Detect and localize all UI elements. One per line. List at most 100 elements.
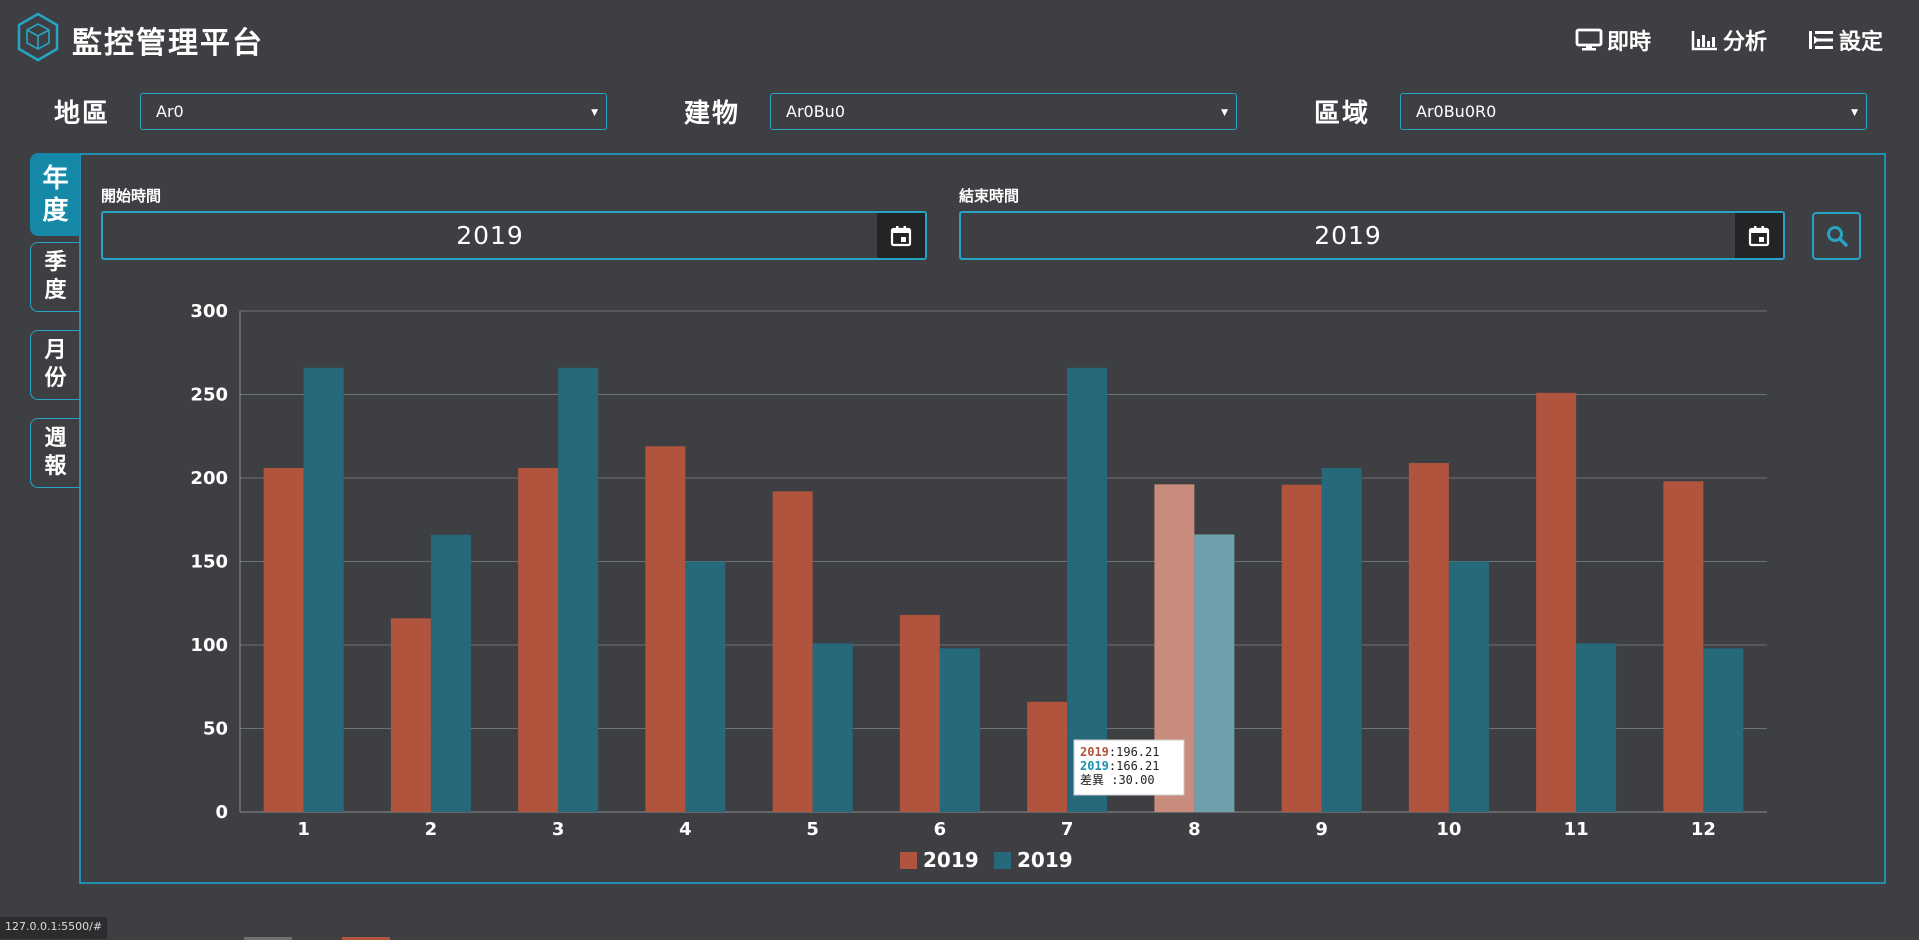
bar-series1-7 xyxy=(1027,701,1068,812)
x-tick-label: 8 xyxy=(1188,819,1201,840)
bar-series1-2 xyxy=(390,618,431,812)
tooltip-value: :196.21 xyxy=(1109,745,1160,759)
tooltip-series-label: 2019 xyxy=(1080,745,1109,759)
x-tick-label: 5 xyxy=(806,819,819,840)
caret-down-icon: ▼ xyxy=(591,108,598,118)
nav-analysis[interactable]: 分析 xyxy=(1691,24,1767,56)
region-label: 地區 xyxy=(54,99,111,129)
bar-series2-4 xyxy=(685,561,726,812)
bar-series1-1 xyxy=(263,467,304,812)
bar-series1-3 xyxy=(518,467,559,812)
monitor-icon xyxy=(1575,28,1603,51)
tooltip-box xyxy=(1073,739,1185,796)
x-tick-label: 1 xyxy=(297,819,310,840)
bar-series2-1 xyxy=(303,367,344,812)
bar-series1-4 xyxy=(645,446,686,812)
x-tick-label: 6 xyxy=(934,819,947,840)
tooltip-series-label: 2019 xyxy=(1080,759,1109,773)
start-time-label: 開始時間 xyxy=(101,187,162,205)
tab-weekly-label: 週報 xyxy=(44,426,67,479)
tab-yearly-label: 年度 xyxy=(42,163,69,226)
calendar-icon xyxy=(1748,225,1770,246)
x-tick-label: 10 xyxy=(1436,819,1461,840)
scroll-thumb-accent xyxy=(342,937,390,940)
bar-chart-icon xyxy=(1691,31,1717,51)
y-tick-label: 50 xyxy=(203,719,228,740)
bar-series2-3 xyxy=(558,367,599,812)
nav-settings[interactable]: 設定 xyxy=(1807,24,1883,56)
y-tick-label: 150 xyxy=(190,552,228,573)
start-time-value: 2019 xyxy=(456,221,524,250)
nav-analysis-label: 分析 xyxy=(1722,30,1767,55)
scroll-thumb xyxy=(244,937,292,940)
start-calendar-button[interactable] xyxy=(877,213,925,258)
y-tick-label: 250 xyxy=(190,385,228,406)
tab-quarterly[interactable]: 季度 xyxy=(30,242,80,312)
bar-series2-6 xyxy=(939,648,980,812)
tab-yearly[interactable]: 年度 xyxy=(30,153,80,236)
end-time-value: 2019 xyxy=(1314,221,1382,250)
tab-weekly[interactable]: 週報 xyxy=(30,418,80,488)
tab-monthly[interactable]: 月份 xyxy=(30,330,80,400)
legend-label-1: 2019 xyxy=(923,848,979,872)
tab-monthly-label: 月份 xyxy=(44,338,67,391)
end-time-input[interactable]: 2019 xyxy=(959,211,1785,260)
bar-series1-6 xyxy=(899,614,940,812)
app-title: 監控管理平台 xyxy=(72,26,264,61)
bar-series2-9 xyxy=(1321,467,1362,812)
bar-series2-10 xyxy=(1448,561,1489,812)
status-bar-url: 127.0.0.1:5500/# xyxy=(0,917,108,939)
top-nav: 即時 分析 設定 xyxy=(1575,24,1883,56)
header: 監控管理平台 即時 分析 xyxy=(0,0,1919,80)
bar-series2-12 xyxy=(1703,648,1744,812)
tab-quarterly-label: 季度 xyxy=(44,250,67,303)
legend-swatch-1 xyxy=(900,852,917,869)
y-tick-label: 0 xyxy=(215,802,228,823)
bar-series2-7 xyxy=(1067,367,1108,812)
y-tick-label: 100 xyxy=(190,635,228,656)
x-tick-label: 2 xyxy=(425,819,438,840)
bar-series2-8 xyxy=(1194,534,1235,812)
bar-series1-11 xyxy=(1536,392,1577,812)
end-calendar-button[interactable] xyxy=(1735,213,1783,258)
caret-down-icon: ▼ xyxy=(1221,108,1228,118)
chart-panel xyxy=(79,153,1886,884)
bar-series1-9 xyxy=(1281,484,1322,812)
y-tick-label: 300 xyxy=(190,301,228,322)
area-select-value: Ar0Bu0R0 xyxy=(1416,102,1497,121)
bar-series1-5 xyxy=(772,491,813,812)
x-tick-label: 3 xyxy=(552,819,565,840)
search-icon xyxy=(1826,226,1848,247)
bar-series1-12 xyxy=(1663,481,1704,812)
building-select[interactable]: Ar0Bu0 ▼ xyxy=(770,93,1237,130)
x-tick-label: 9 xyxy=(1315,819,1328,840)
area-select[interactable]: Ar0Bu0R0 ▼ xyxy=(1400,93,1867,130)
building-label: 建物 xyxy=(684,99,741,129)
tooltip-value: :166.21 xyxy=(1109,759,1160,773)
calendar-icon xyxy=(890,225,912,246)
region-select[interactable]: Ar0 ▼ xyxy=(140,93,607,130)
nav-settings-label: 設定 xyxy=(1838,30,1883,55)
y-tick-label: 200 xyxy=(190,468,228,489)
region-select-value: Ar0 xyxy=(156,102,184,121)
building-select-value: Ar0Bu0 xyxy=(786,102,845,121)
tooltip-line-2: 2019:166.21 xyxy=(1080,759,1159,773)
x-tick-label: 4 xyxy=(679,819,692,840)
nav-realtime[interactable]: 即時 xyxy=(1575,24,1651,56)
list-settings-icon xyxy=(1808,31,1833,49)
start-time-input[interactable]: 2019 xyxy=(101,211,927,260)
legend-swatch-2 xyxy=(994,852,1011,869)
cube-logo-icon xyxy=(17,12,59,62)
bar-series2-2 xyxy=(430,534,471,812)
search-button[interactable] xyxy=(1812,212,1861,260)
legend-label-2: 2019 xyxy=(1017,848,1073,872)
tooltip-line-1: 2019:196.21 xyxy=(1080,745,1159,759)
tooltip-value: 差異 :30.00 xyxy=(1080,773,1155,787)
area-label: 區域 xyxy=(1314,99,1371,129)
x-tick-label: 11 xyxy=(1564,819,1589,840)
x-tick-label: 7 xyxy=(1061,819,1074,840)
nav-realtime-label: 即時 xyxy=(1606,30,1651,55)
caret-down-icon: ▼ xyxy=(1851,108,1858,118)
end-time-label: 結束時間 xyxy=(959,187,1020,205)
tooltip-line-3: 差異 :30.00 xyxy=(1080,773,1155,787)
